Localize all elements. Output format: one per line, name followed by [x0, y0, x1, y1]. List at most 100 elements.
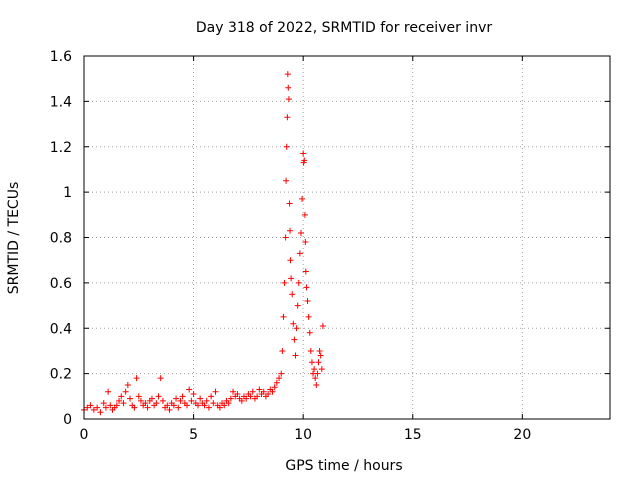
x-tick-label: 0	[80, 427, 89, 443]
data-point	[276, 375, 283, 382]
data-point	[175, 404, 182, 411]
data-point	[305, 313, 312, 320]
data-point	[131, 404, 138, 411]
plot-frame	[83, 55, 611, 420]
data-point	[249, 388, 256, 395]
data-point	[142, 400, 149, 407]
x-tick-label: 10	[294, 427, 312, 443]
data-point	[90, 406, 97, 413]
data-point	[194, 402, 201, 409]
grid	[84, 56, 610, 419]
data-point	[254, 393, 261, 400]
data-point	[291, 336, 298, 343]
data-point	[179, 393, 186, 400]
data-point	[107, 402, 114, 409]
data-point	[102, 404, 109, 411]
data-point	[247, 393, 254, 400]
y-tick-label: 0.6	[50, 276, 72, 292]
data-point	[311, 366, 318, 373]
data-point	[205, 404, 212, 411]
data-point	[256, 386, 263, 393]
data-point	[271, 384, 278, 391]
data-point	[208, 393, 215, 400]
data-point	[260, 388, 267, 395]
y-tick-label: 0.4	[50, 321, 72, 337]
y-tick-label: 1	[63, 185, 72, 201]
data-point	[285, 96, 292, 103]
data-point	[286, 200, 293, 207]
data-point	[284, 71, 291, 78]
data-point	[318, 366, 325, 373]
data-point	[269, 388, 276, 395]
data-point	[166, 406, 173, 413]
data-point	[87, 402, 94, 409]
data-point	[100, 400, 107, 407]
data-point	[278, 370, 285, 377]
data-point	[317, 352, 324, 359]
data-point	[303, 284, 310, 291]
data-point	[155, 393, 162, 400]
data-point	[319, 322, 326, 329]
x-tick-label: 5	[189, 427, 198, 443]
data-point	[302, 239, 309, 246]
x-tick-label: 20	[513, 427, 531, 443]
data-point	[127, 395, 134, 402]
data-point	[148, 395, 155, 402]
data-point	[124, 381, 131, 388]
data-point	[299, 195, 306, 202]
data-point	[212, 388, 219, 395]
data-point	[297, 229, 304, 236]
data-point	[153, 400, 160, 407]
data-point	[282, 234, 289, 241]
data-point	[173, 395, 180, 402]
data-point	[281, 279, 288, 286]
data-point	[306, 329, 313, 336]
data-point	[227, 395, 234, 402]
data-point	[313, 381, 320, 388]
data-point	[116, 397, 123, 404]
data-point	[186, 386, 193, 393]
data-point	[294, 302, 301, 309]
data-point	[284, 114, 291, 121]
data-point	[210, 400, 217, 407]
data-point	[177, 397, 184, 404]
data-point	[137, 397, 144, 404]
x-axis-label: GPS time / hours	[285, 458, 402, 474]
data-point	[292, 352, 299, 359]
data-point	[288, 275, 295, 282]
data-point	[225, 400, 232, 407]
data-point	[122, 388, 129, 395]
data-point	[184, 402, 191, 409]
data-point	[279, 347, 286, 354]
data-point	[164, 402, 171, 409]
x-tick-label: 15	[404, 427, 422, 443]
data-point	[283, 177, 290, 184]
data-point	[84, 404, 91, 411]
data-points	[81, 71, 326, 416]
y-tick-label: 0.2	[50, 367, 72, 383]
data-point	[188, 397, 195, 404]
data-point	[238, 397, 245, 404]
data-point	[190, 391, 197, 398]
data-point	[290, 320, 297, 327]
data-point	[230, 388, 237, 395]
data-point	[221, 402, 228, 409]
data-point	[234, 391, 241, 398]
data-point	[157, 375, 164, 382]
data-point	[316, 347, 323, 354]
data-point	[216, 404, 223, 411]
data-point	[287, 227, 294, 234]
data-point	[285, 84, 292, 91]
y-tick-label: 0.8	[50, 231, 72, 247]
data-point	[308, 359, 315, 366]
data-point	[159, 397, 166, 404]
data-point	[315, 359, 322, 366]
data-point	[289, 291, 296, 298]
data-point	[296, 250, 303, 257]
data-point	[170, 402, 177, 409]
data-point	[144, 404, 151, 411]
data-point	[94, 404, 101, 411]
data-point	[307, 347, 314, 354]
data-point	[293, 325, 300, 332]
